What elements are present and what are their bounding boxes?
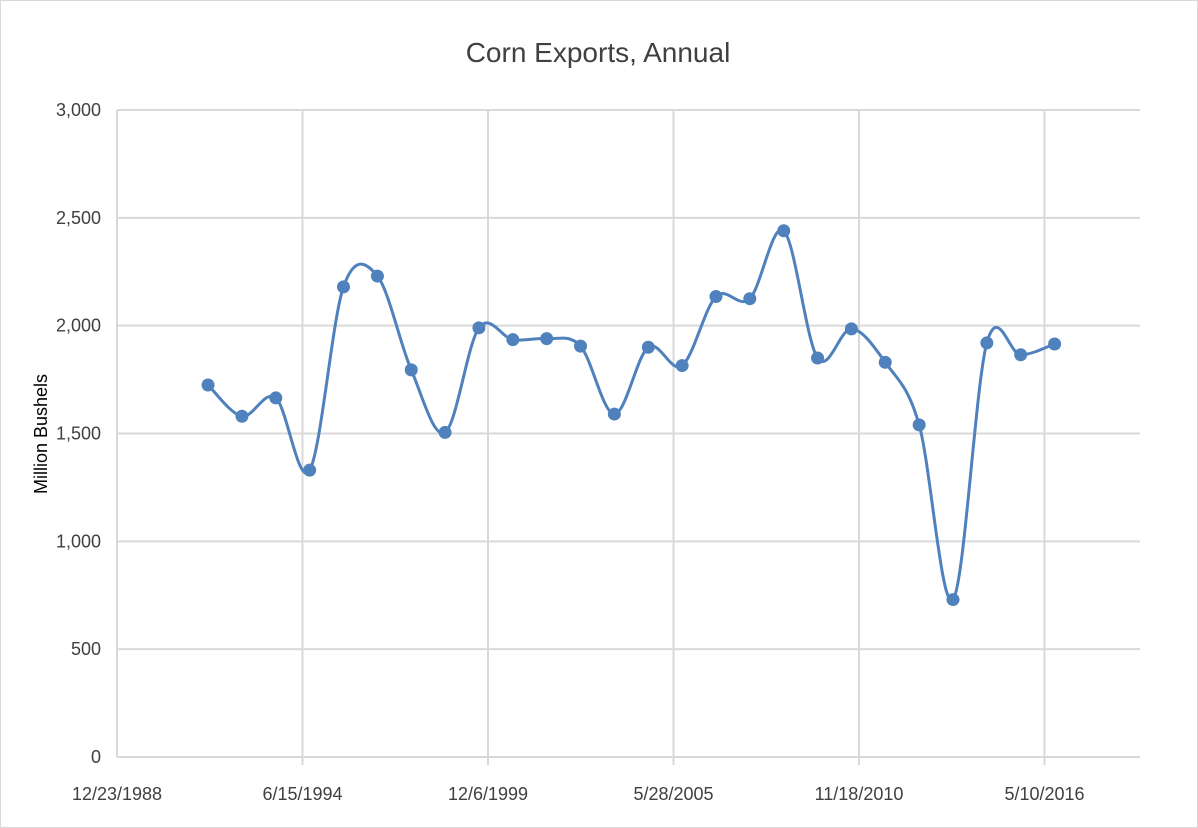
data-point [675, 359, 689, 373]
data-point [912, 418, 926, 432]
y-tick-label: 1,500 [56, 424, 101, 444]
y-tick-label: 3,000 [56, 100, 101, 120]
x-tick-label: 5/28/2005 [633, 784, 713, 804]
data-point [235, 409, 249, 423]
data-point [1048, 337, 1062, 351]
data-point [811, 351, 825, 365]
data-point [607, 407, 621, 421]
data-point [878, 355, 892, 369]
data-point [777, 224, 791, 238]
data-point [201, 378, 215, 392]
series-group [201, 224, 1062, 607]
data-point [1014, 348, 1028, 362]
data-point [574, 339, 588, 353]
data-point [709, 290, 723, 304]
x-tick-label: 11/18/2010 [815, 784, 904, 804]
data-point [472, 321, 486, 335]
y-tick-label: 2,500 [56, 208, 101, 228]
x-tick-label: 12/23/1988 [72, 784, 162, 804]
data-point [303, 463, 317, 477]
data-point [438, 425, 452, 439]
axes [116, 110, 1140, 758]
tick-labels: 0 500 1,000 1,500 2,000 2,500 3,000 12/23/1988 6… [56, 100, 1085, 804]
x-tick-label: 5/10/2016 [1004, 784, 1084, 804]
x-tick-label: 12/6/1999 [448, 784, 528, 804]
data-point [641, 340, 655, 354]
series-line [206, 228, 1056, 602]
data-point [370, 269, 384, 283]
gridlines [117, 109, 1140, 765]
data-point [946, 593, 960, 607]
y-axis-label: Million Bushels [31, 374, 51, 494]
y-tick-label: 0 [91, 747, 101, 767]
data-point [980, 336, 994, 350]
data-point [269, 391, 283, 405]
y-tick-label: 2,000 [56, 316, 101, 336]
y-tick-label: 1,000 [56, 531, 101, 551]
data-point [404, 363, 418, 377]
x-tick-label: 6/15/1994 [262, 784, 342, 804]
data-point [506, 333, 520, 347]
y-tick-label: 500 [71, 639, 101, 659]
data-point [743, 292, 757, 306]
data-point [844, 322, 858, 336]
data-point [540, 332, 554, 346]
data-point [336, 280, 350, 294]
chart-title: Corn Exports, Annual [466, 37, 731, 68]
